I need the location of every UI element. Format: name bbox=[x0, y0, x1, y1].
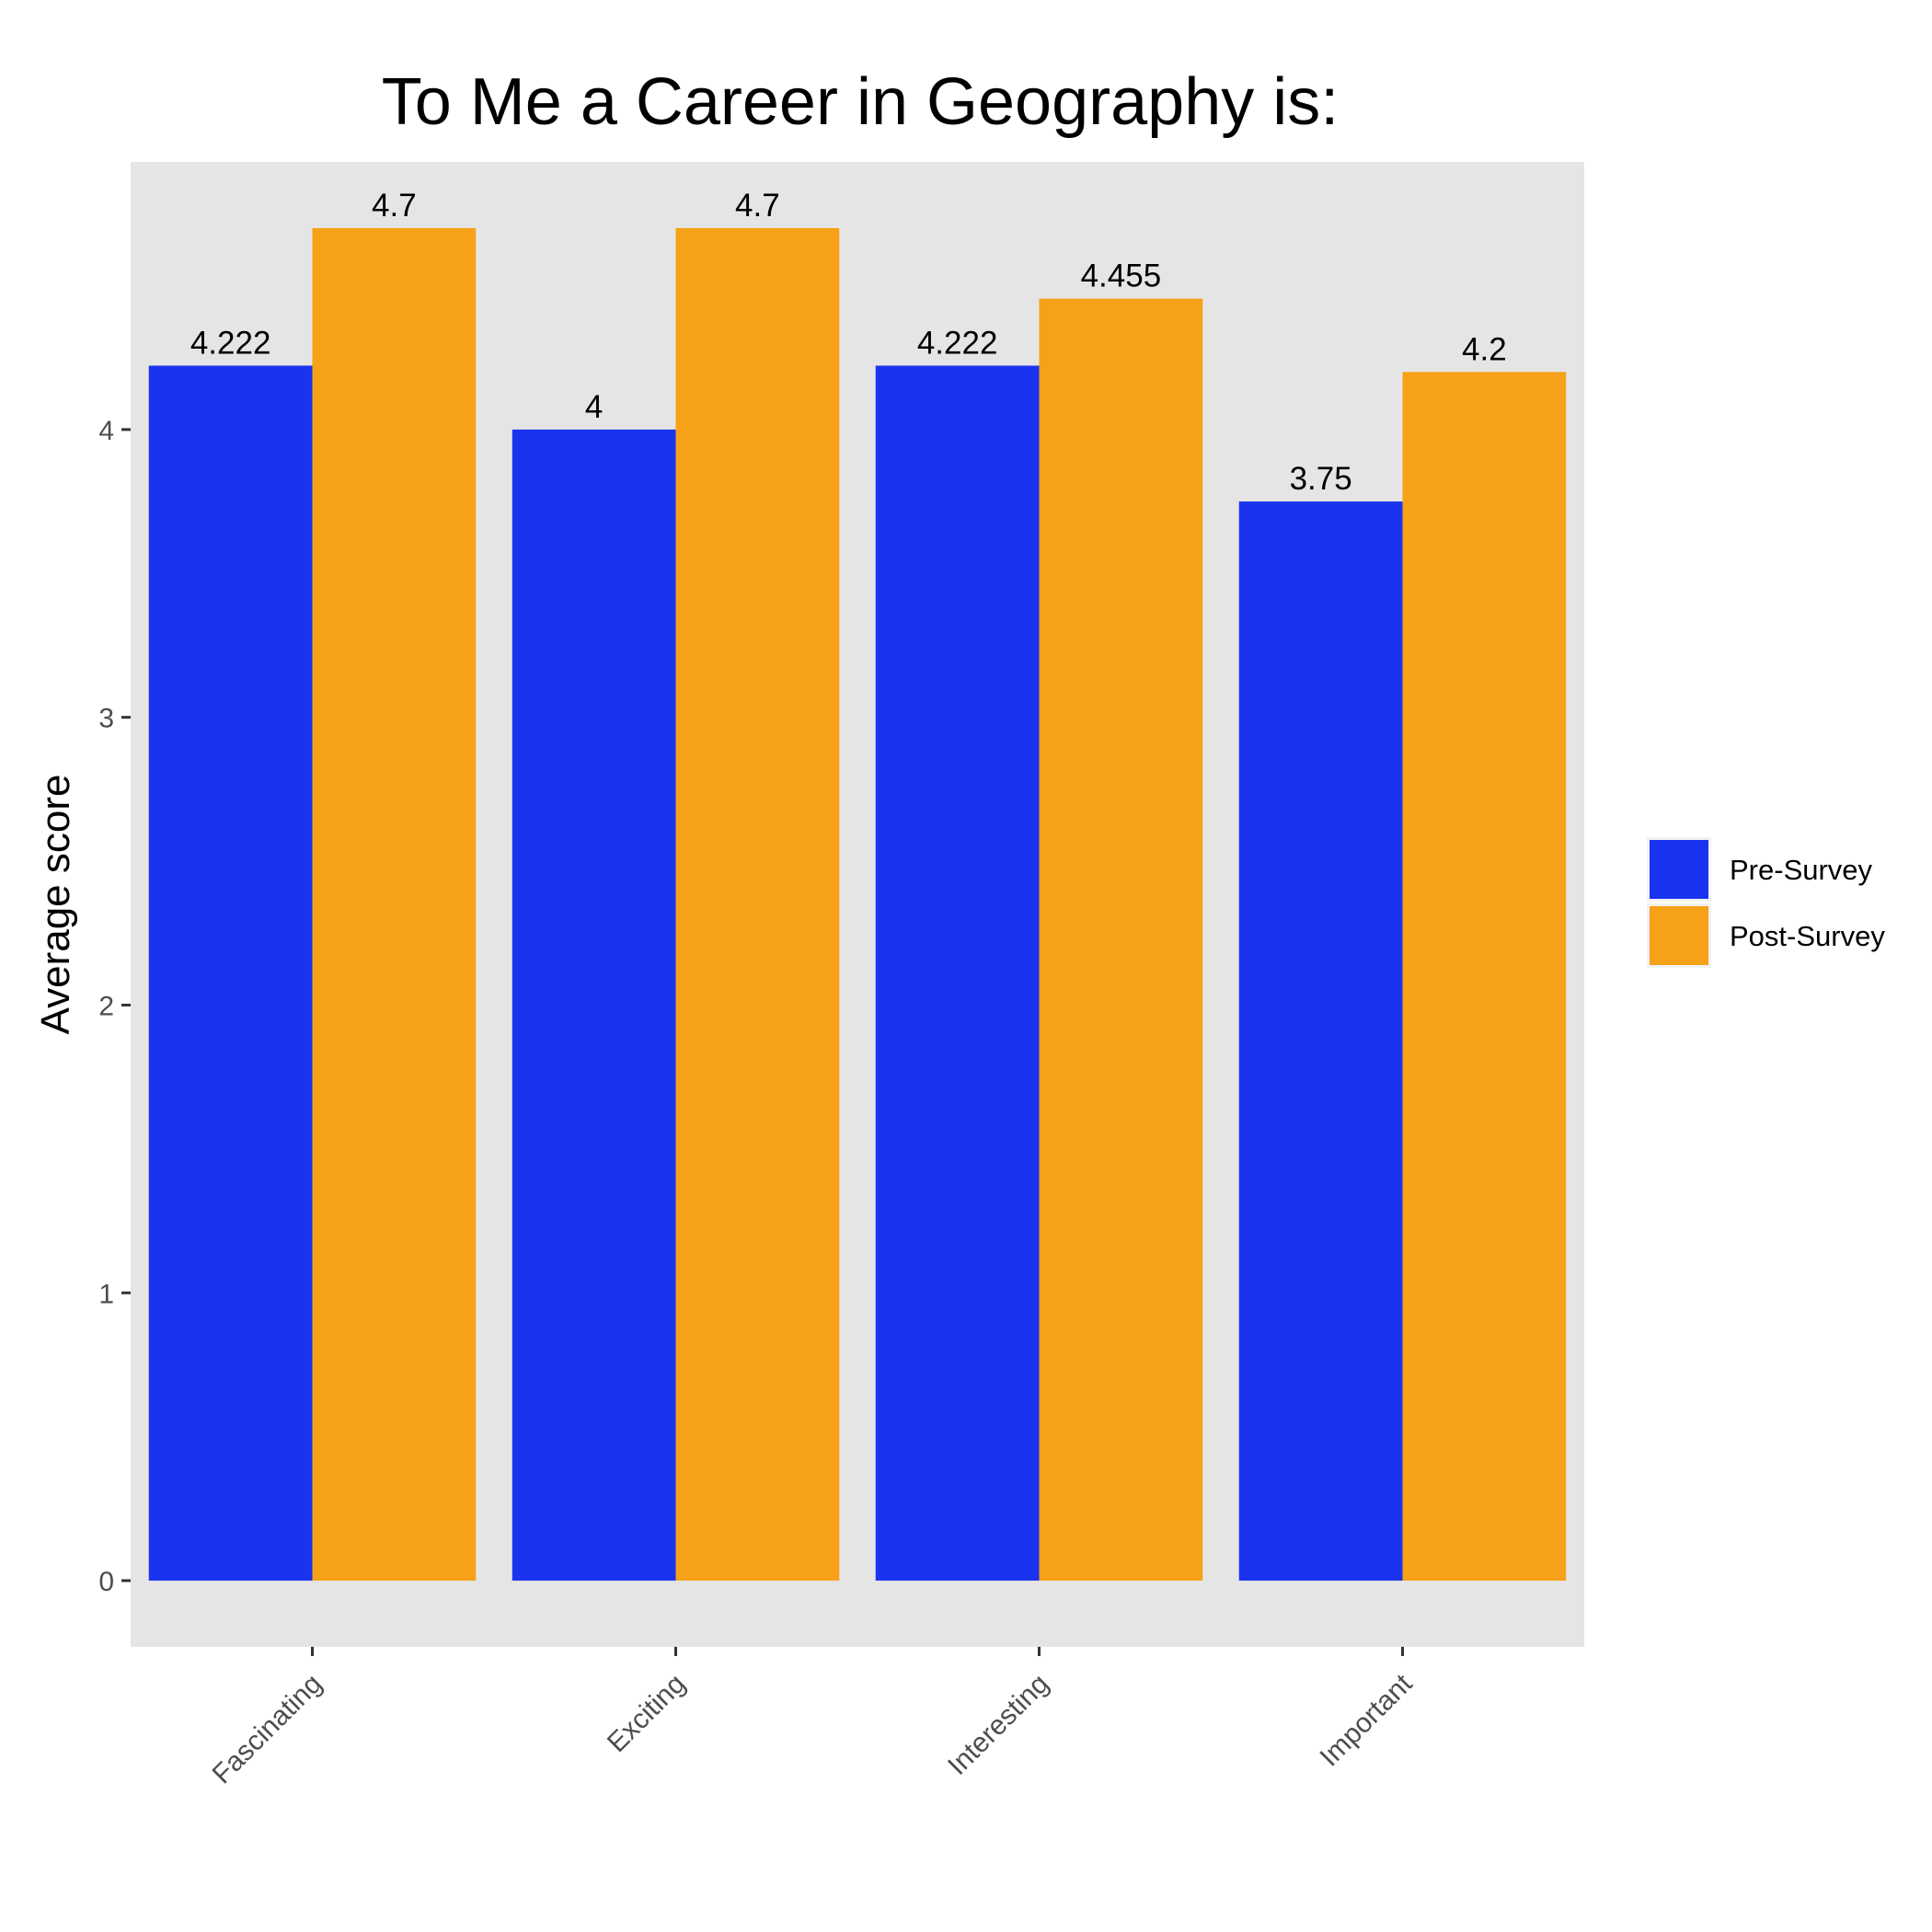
bars bbox=[148, 227, 1567, 1581]
chart-title: To Me a Career in Geography is: bbox=[382, 65, 1339, 139]
value-label-post-survey-exciting: 4.7 bbox=[735, 188, 780, 224]
value-label-post-survey-interesting: 4.455 bbox=[1081, 259, 1162, 294]
y-tick-label: 2 bbox=[98, 991, 114, 1021]
bar-pre-survey-important bbox=[1238, 501, 1403, 1581]
value-label-pre-survey-interesting: 4.222 bbox=[917, 325, 998, 361]
bar-post-survey-fascinating bbox=[312, 227, 477, 1581]
bar-post-survey-important bbox=[1402, 372, 1567, 1581]
legend: Pre-Survey Post-Survey bbox=[1647, 837, 1885, 968]
bar-post-survey-exciting bbox=[675, 227, 840, 1581]
y-axis: 0 1 2 3 4 bbox=[98, 416, 131, 1597]
bar-pre-survey-exciting bbox=[512, 429, 676, 1581]
legend-swatch-pre-survey bbox=[1650, 840, 1708, 899]
legend-swatch-post-survey bbox=[1650, 906, 1708, 965]
value-label-pre-survey-exciting: 4 bbox=[585, 389, 603, 425]
bar-pre-survey-interesting bbox=[875, 365, 1040, 1581]
value-label-post-survey-important: 4.2 bbox=[1462, 331, 1507, 367]
legend-label-post-survey: Post-Survey bbox=[1730, 920, 1885, 952]
y-axis-label: Average score bbox=[33, 775, 78, 1035]
y-tick-label: 1 bbox=[98, 1279, 114, 1309]
y-tick-label: 4 bbox=[98, 416, 114, 446]
x-tick-label-interesting: Interesting bbox=[942, 1669, 1054, 1781]
legend-label-pre-survey: Pre-Survey bbox=[1730, 854, 1873, 886]
value-label-post-survey-fascinating: 4.7 bbox=[372, 188, 417, 224]
value-labels: 4.222 4.7 4 4.7 4.222 4.455 3.75 4.2 bbox=[190, 188, 1507, 497]
x-axis: Fascinating Exciting Interesting Important bbox=[207, 1647, 1419, 1789]
bar-pre-survey-fascinating bbox=[148, 365, 313, 1581]
bar-post-survey-interesting bbox=[1039, 298, 1203, 1581]
value-label-pre-survey-important: 3.75 bbox=[1290, 461, 1352, 497]
x-tick-label-important: Important bbox=[1315, 1668, 1419, 1772]
x-tick-label-exciting: Exciting bbox=[602, 1669, 692, 1759]
y-tick-label: 3 bbox=[98, 704, 114, 734]
x-tick-label-fascinating: Fascinating bbox=[207, 1669, 328, 1790]
y-tick-label: 0 bbox=[98, 1567, 114, 1597]
value-label-pre-survey-fascinating: 4.222 bbox=[190, 325, 271, 361]
